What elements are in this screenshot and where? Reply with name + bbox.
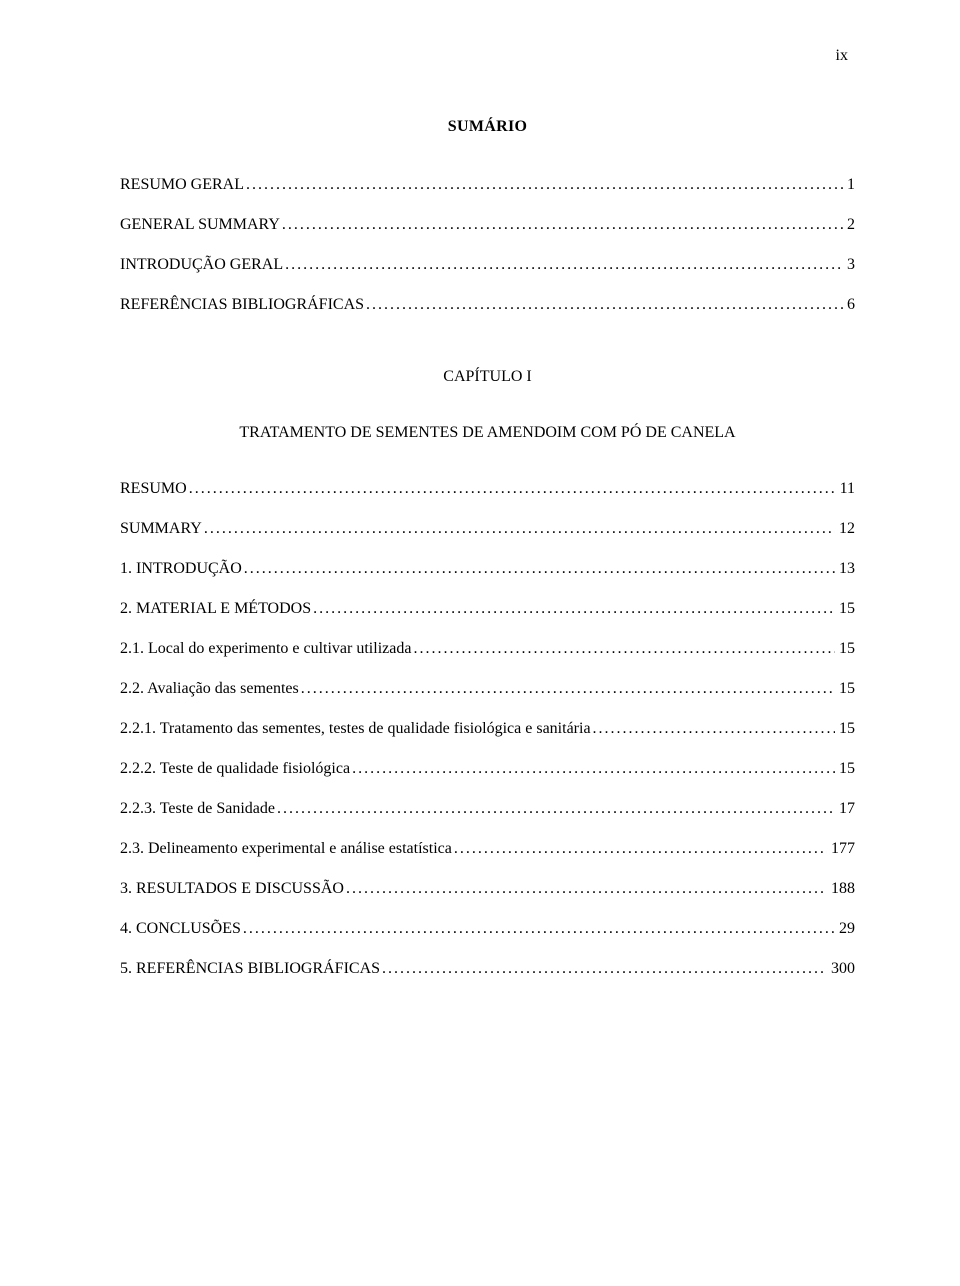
- toc-label: 2.2.2. Teste de qualidade fisiológica: [120, 760, 350, 778]
- toc-leader: [366, 296, 843, 314]
- toc-page: 1: [847, 176, 855, 194]
- toc-entry: 2.2. Avaliação das sementes 15: [120, 680, 855, 698]
- toc-leader: [313, 600, 835, 618]
- toc-label: SUMMARY: [120, 520, 202, 538]
- toc-leader: [189, 480, 836, 498]
- toc-leader: [382, 960, 827, 978]
- toc-page: 300: [831, 960, 855, 978]
- toc-label: 2.1. Local do experimento e cultivar uti…: [120, 640, 411, 658]
- toc-entry: 2. MATERIAL E MÉTODOS 15: [120, 600, 855, 618]
- toc-leader: [593, 720, 835, 738]
- page-number: ix: [836, 47, 848, 65]
- toc-page: 17: [839, 800, 855, 818]
- toc-leader: [413, 640, 835, 658]
- toc-page: 15: [839, 640, 855, 658]
- toc-entry: 1. INTRODUÇÃO 13: [120, 560, 855, 578]
- toc-label: RESUMO GERAL: [120, 176, 244, 194]
- toc-entry: 4. CONCLUSÕES 29: [120, 920, 855, 938]
- toc-title: SUMÁRIO: [120, 118, 855, 136]
- toc-entry: 2.2.3. Teste de Sanidade 17: [120, 800, 855, 818]
- toc-chapter-section: RESUMO 11 SUMMARY 12 1. INTRODUÇÃO 13 2.…: [120, 480, 855, 978]
- toc-label: 1. INTRODUÇÃO: [120, 560, 242, 578]
- toc-entry: 2.1. Local do experimento e cultivar uti…: [120, 640, 855, 658]
- toc-leader: [243, 920, 835, 938]
- toc-leader: [346, 880, 827, 898]
- toc-entry: RESUMO GERAL 1: [120, 176, 855, 194]
- toc-label: 2.2.3. Teste de Sanidade: [120, 800, 275, 818]
- toc-entry: GENERAL SUMMARY 2: [120, 216, 855, 234]
- toc-page: 11: [840, 480, 855, 498]
- toc-entry: 2.2.1. Tratamento das sementes, testes d…: [120, 720, 855, 738]
- toc-entry: RESUMO 11: [120, 480, 855, 498]
- toc-label: REFERÊNCIAS BIBLIOGRÁFICAS: [120, 296, 364, 314]
- toc-page: 3: [847, 256, 855, 274]
- toc-label: 2. MATERIAL E MÉTODOS: [120, 600, 311, 618]
- toc-page: 15: [839, 600, 855, 618]
- toc-page: 15: [839, 760, 855, 778]
- toc-page: 15: [839, 720, 855, 738]
- toc-leader: [244, 560, 835, 578]
- toc-label: 4. CONCLUSÕES: [120, 920, 241, 938]
- toc-label: 2.2. Avaliação das sementes: [120, 680, 299, 698]
- toc-label: 2.2.1. Tratamento das sementes, testes d…: [120, 720, 591, 738]
- toc-entry: 2.3. Delineamento experimental e análise…: [120, 840, 855, 858]
- toc-leader: [454, 840, 827, 858]
- toc-top-section: RESUMO GERAL 1 GENERAL SUMMARY 2 INTRODU…: [120, 176, 855, 314]
- toc-leader: [352, 760, 835, 778]
- toc-label: 3. RESULTADOS E DISCUSSÃO: [120, 880, 344, 898]
- toc-entry: 2.2.2. Teste de qualidade fisiológica 15: [120, 760, 855, 778]
- toc-label: GENERAL SUMMARY: [120, 216, 280, 234]
- toc-entry: REFERÊNCIAS BIBLIOGRÁFICAS 6: [120, 296, 855, 314]
- toc-page: 2: [847, 216, 855, 234]
- toc-leader: [301, 680, 835, 698]
- toc-leader: [204, 520, 835, 538]
- toc-page: 177: [831, 840, 855, 858]
- toc-label: INTRODUÇÃO GERAL: [120, 256, 283, 274]
- toc-label: RESUMO: [120, 480, 187, 498]
- toc-entry: 3. RESULTADOS E DISCUSSÃO 188: [120, 880, 855, 898]
- toc-page: 188: [831, 880, 855, 898]
- toc-leader: [285, 256, 843, 274]
- chapter-subtitle: TRATAMENTO DE SEMENTES DE AMENDOIM COM P…: [120, 424, 855, 442]
- chapter-heading: CAPÍTULO I: [120, 368, 855, 386]
- toc-page: 13: [839, 560, 855, 578]
- toc-leader: [277, 800, 835, 818]
- toc-label: 2.3. Delineamento experimental e análise…: [120, 840, 452, 858]
- toc-page: 29: [839, 920, 855, 938]
- toc-page: 12: [839, 520, 855, 538]
- toc-leader: [282, 216, 843, 234]
- toc-label: 5. REFERÊNCIAS BIBLIOGRÁFICAS: [120, 960, 380, 978]
- toc-leader: [246, 176, 843, 194]
- toc-entry: INTRODUÇÃO GERAL 3: [120, 256, 855, 274]
- toc-page: 6: [847, 296, 855, 314]
- toc-page: 15: [839, 680, 855, 698]
- toc-entry: SUMMARY 12: [120, 520, 855, 538]
- toc-entry: 5. REFERÊNCIAS BIBLIOGRÁFICAS 300: [120, 960, 855, 978]
